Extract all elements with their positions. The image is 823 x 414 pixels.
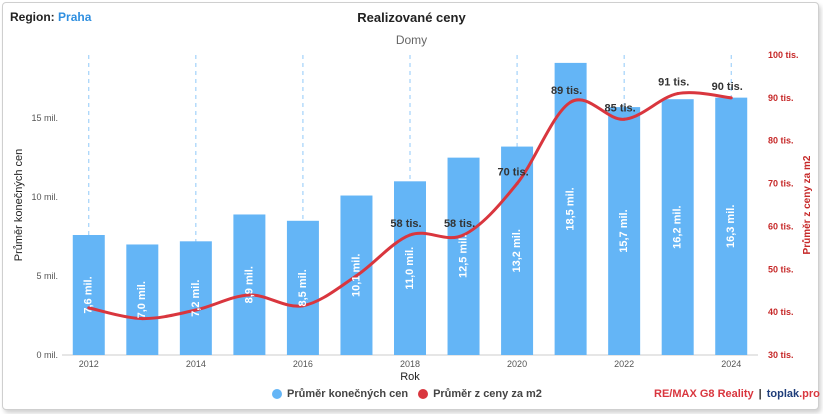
x-tick-label: 2022 (614, 359, 634, 369)
region-value[interactable]: Praha (58, 10, 92, 24)
y-tick-label: 15 mil. (31, 113, 58, 123)
bar-2022 (608, 107, 641, 356)
y-right-tick-label: 100 tis. (768, 50, 799, 60)
x-tick-label: 2012 (79, 359, 99, 369)
line-point-2020 (515, 182, 519, 186)
x-tick-label: 2014 (186, 359, 206, 369)
chart-subtitle: Domy (395, 33, 428, 47)
y-right-tick-label: 90 tis. (768, 93, 794, 103)
y-right-tick-label: 60 tis. (768, 221, 794, 231)
y-axis-title: Průměr konečných cen (13, 149, 25, 262)
line-point-2024 (729, 96, 733, 100)
bar-2014 (179, 241, 212, 355)
y-right-tick-label: 30 tis. (768, 350, 794, 360)
bar-2012 (72, 235, 105, 355)
bar-value-label: 16,2 mil. (672, 205, 684, 248)
legend-line-label: Průměr z ceny za m2 (433, 388, 542, 400)
region-label: Region: (10, 10, 55, 24)
line-point-2022 (622, 117, 626, 121)
x-tick-label: 2018 (400, 359, 420, 369)
line-point-2018 (408, 233, 412, 237)
y-tick-label: 10 mil. (31, 192, 58, 202)
bar-value-label: 7,6 mil. (83, 276, 95, 313)
y-right-tick-label: 50 tis. (768, 264, 794, 274)
bar-value-label: 13,2 mil. (511, 229, 523, 272)
bar-value-label: 7,0 mil. (136, 281, 148, 318)
line-point-2017 (354, 274, 358, 278)
x-tick-label: 2024 (721, 359, 741, 369)
line-point-2013 (140, 317, 144, 321)
line-value-label: 58 tis. (444, 218, 475, 230)
region-filter: Region: Praha (10, 10, 91, 24)
bar-value-label: 10,1 mil. (350, 254, 362, 297)
bar-value-label: 18,5 mil. (565, 187, 577, 230)
line-value-label: 58 tis. (390, 218, 421, 230)
legend: Průměr konečných cen Průměr z ceny za m2 (272, 388, 552, 400)
line-point-2016 (301, 304, 305, 308)
footer-credits: RE/MAX G8 Reality | toplak.pro (654, 388, 820, 400)
y-right-tick-label: 70 tis. (768, 179, 794, 189)
y-tick-label: 5 mil. (36, 271, 58, 281)
bar-value-label: 15,7 mil. (618, 209, 630, 252)
bar-2023 (661, 99, 694, 355)
legend-bar-swatch (272, 389, 282, 399)
legend-line-swatch (418, 389, 429, 399)
footer-brand: RE/MAX G8 Reality (654, 388, 754, 400)
bar-2018 (394, 181, 426, 355)
line-value-label: 85 tis. (605, 102, 636, 114)
x-tick-label: 2016 (293, 359, 313, 369)
line-point-2012 (87, 306, 91, 310)
line-point-2019 (462, 233, 466, 237)
line-point-2014 (194, 308, 198, 312)
bar-value-label: 16,3 mil. (725, 205, 737, 248)
line-value-label: 89 tis. (551, 85, 582, 97)
y-tick-label: 0 mil. (36, 350, 58, 360)
line-point-2021 (569, 100, 573, 104)
line-point-2023 (676, 92, 680, 96)
line-value-label: 70 tis. (497, 167, 528, 179)
bar-value-label: 12,5 mil. (457, 235, 469, 278)
bar-2016 (286, 220, 319, 355)
legend-item-bars[interactable]: Průměr konečných cen (272, 388, 408, 400)
line-value-label: 90 tis. (712, 81, 743, 93)
bar-value-label: 7,2 mil. (190, 280, 202, 317)
y-right-tick-label: 40 tis. (768, 307, 794, 317)
legend-item-line[interactable]: Průměr z ceny za m2 (418, 388, 542, 400)
y-right-axis-title: Průměr z ceny za m2 (801, 155, 813, 254)
x-tick-label: 2020 (507, 359, 527, 369)
y-right-tick-label: 80 tis. (768, 136, 794, 146)
bar-value-label: 8,9 mil. (243, 266, 255, 303)
footer-site[interactable]: toplak (766, 388, 800, 400)
x-axis-title: Rok (400, 371, 420, 383)
legend-bar-label: Průměr konečných cen (287, 388, 409, 400)
bar-value-label: 11,0 mil. (404, 247, 416, 290)
line-value-label: 91 tis. (658, 77, 689, 89)
footer-separator: | (758, 388, 762, 400)
bar-2015 (233, 214, 266, 355)
chart-title: Realizované ceny (357, 10, 466, 25)
line-point-2015 (247, 293, 251, 297)
bar-2013 (126, 244, 159, 355)
bar-value-label: 8,5 mil. (297, 269, 309, 306)
bar-2019 (447, 157, 480, 355)
bar-2024 (715, 97, 748, 355)
footer-site-tld: .pro (799, 388, 820, 400)
